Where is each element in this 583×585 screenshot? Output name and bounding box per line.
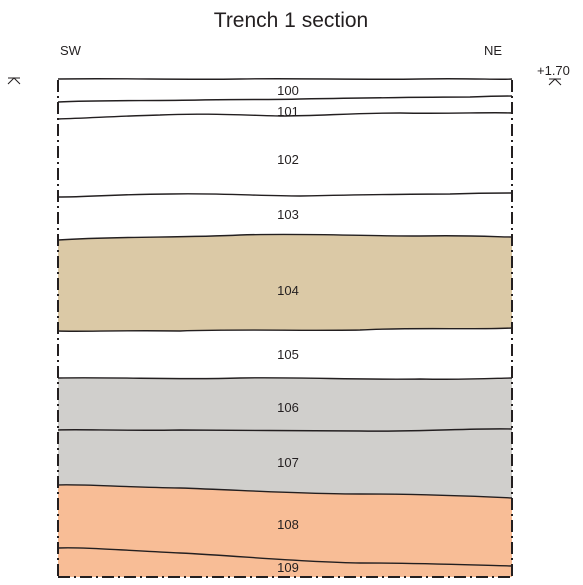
context-label-108: 108 <box>277 517 299 532</box>
orientation-left-label: SW <box>60 43 82 58</box>
context-label-104: 104 <box>277 283 299 298</box>
context-label-109: 109 <box>277 560 299 575</box>
layer-107-fill <box>58 428 512 498</box>
diagram-title: Trench 1 section <box>214 9 368 32</box>
layer-108-fill <box>58 484 512 566</box>
context-label-101: 101 <box>277 104 299 119</box>
boundary-101-102 <box>57 112 513 120</box>
boundary-105-106 <box>57 377 513 380</box>
layer-104-fill <box>58 234 512 332</box>
context-label-106: 106 <box>277 400 299 415</box>
boundary-103-104 <box>57 233 513 241</box>
boundary-104-105 <box>57 327 513 332</box>
orientation-right-label: NE <box>484 43 502 58</box>
context-labels: 100 101 102 103 104 105 106 107 108 109 <box>277 83 299 575</box>
boundary-surface <box>57 78 513 80</box>
context-label-105: 105 <box>277 347 299 362</box>
context-label-100: 100 <box>277 83 299 98</box>
boundary-107-108 <box>57 484 513 499</box>
boundary-102-103 <box>57 192 513 198</box>
context-label-102: 102 <box>277 152 299 167</box>
trench-frame <box>57 80 513 578</box>
layer-109-fill <box>58 547 512 577</box>
datum-marker-left <box>7 77 21 85</box>
boundary-106-107 <box>57 428 513 432</box>
boundary-108-109 <box>57 547 513 567</box>
datum-marker-right <box>548 78 562 86</box>
context-label-107: 107 <box>277 455 299 470</box>
layer-106-fill <box>58 377 512 432</box>
datum-elevation-label: +1.70 <box>537 63 570 78</box>
context-label-103: 103 <box>277 207 299 222</box>
layer-boundaries <box>57 78 513 567</box>
boundary-100-101 <box>57 95 513 103</box>
